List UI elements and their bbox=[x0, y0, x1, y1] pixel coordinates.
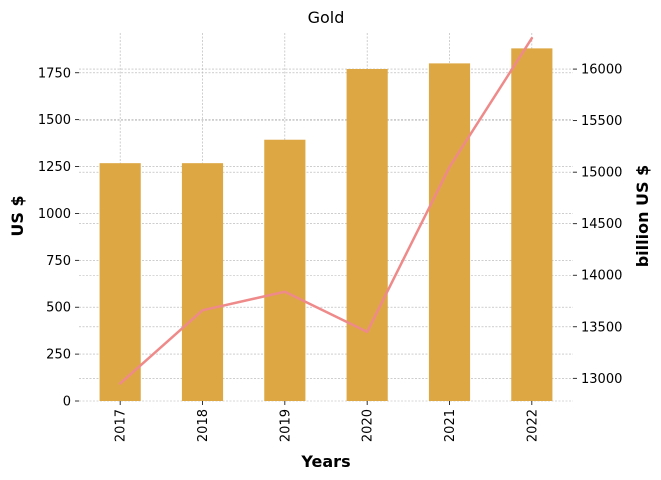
line-series-path bbox=[118, 36, 534, 385]
y2-tick-label: 13500 bbox=[581, 320, 622, 335]
grid-lines bbox=[79, 33, 573, 402]
x-tick-label: 2017 bbox=[114, 409, 129, 442]
y-tick-label: 1750 bbox=[38, 66, 71, 81]
x-tick-label: 2022 bbox=[525, 409, 540, 442]
y-tick-label: 1000 bbox=[38, 207, 71, 222]
y2-tick-label: 16000 bbox=[581, 63, 622, 78]
y-tick-label: 1250 bbox=[38, 160, 71, 175]
y-tick-label: 0 bbox=[63, 395, 71, 410]
bar-2019 bbox=[264, 139, 306, 401]
y2-tick-label: 14500 bbox=[581, 217, 622, 232]
y2-tick-label: 15500 bbox=[581, 114, 622, 129]
x-tick-label: 2020 bbox=[361, 409, 376, 442]
chart-title: Gold bbox=[308, 8, 345, 27]
bar-2017 bbox=[99, 163, 141, 401]
bar-2018 bbox=[181, 163, 224, 401]
right-axis-ticks: 13000 13500 14000 14500 15000 15500 16000 bbox=[573, 63, 622, 387]
bar-2020 bbox=[346, 69, 388, 401]
bar-2021 bbox=[428, 63, 471, 402]
y-tick-label: 500 bbox=[46, 301, 71, 316]
x-tick-label: 2018 bbox=[196, 409, 211, 442]
y-axis-label: US $ bbox=[8, 195, 27, 236]
y2-tick-label: 13000 bbox=[581, 372, 622, 387]
x-axis-label: Years bbox=[300, 452, 350, 471]
x-axis-ticks: 2017 2018 2019 2020 2021 2022 bbox=[114, 401, 540, 442]
y-tick-label: 250 bbox=[46, 348, 71, 363]
left-axis-ticks: 0 250 500 750 1000 1250 1500 1750 bbox=[38, 66, 79, 410]
x-tick-label: 2021 bbox=[443, 409, 458, 442]
y2-tick-label: 14000 bbox=[581, 269, 622, 284]
x-tick-label: 2019 bbox=[278, 409, 293, 442]
y-tick-label: 1500 bbox=[38, 113, 71, 128]
bar-series bbox=[99, 48, 553, 402]
bar-2022 bbox=[511, 48, 553, 402]
y2-axis-label: billion US $ bbox=[633, 165, 652, 268]
y2-tick-label: 15000 bbox=[581, 166, 622, 181]
y-tick-label: 750 bbox=[46, 254, 71, 269]
line-series bbox=[118, 36, 534, 385]
